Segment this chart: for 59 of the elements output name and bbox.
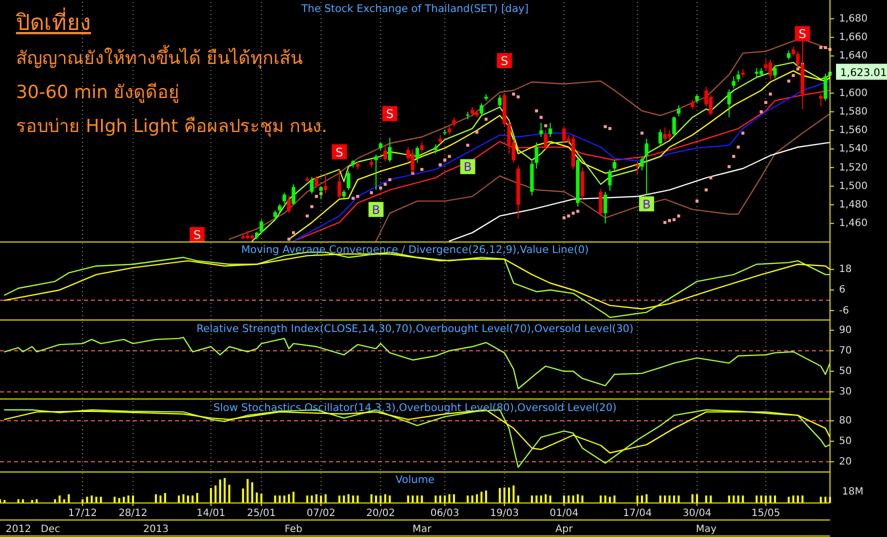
y-tick-label: 6	[839, 284, 846, 296]
x-tick-label: 20/02	[366, 508, 396, 519]
y-tick-label: 1,500	[839, 180, 868, 192]
x-tick-label: 17/04	[622, 508, 652, 519]
annotation: ปิดเที่ยง	[15, 7, 91, 36]
y-tick-label: 18	[839, 264, 852, 276]
x-tick-label: 06/03	[430, 508, 460, 519]
text: 18M	[842, 486, 864, 498]
y-tick-label: 90	[839, 324, 852, 336]
y-tick-label: 1,580	[839, 106, 868, 118]
annotation: สัญญาณยังให้ทางขึ้นได้ ยืนได้ทุกเส้น	[16, 45, 303, 69]
chart-title: Relative Strength Index(CLOSE,14,30,70),Overbought Level(70),Oversold Level(30)	[196, 323, 634, 335]
y-tick-label: 1,680	[839, 13, 868, 24]
data-label: B	[642, 197, 651, 212]
annotation: 1,623.01	[840, 66, 887, 79]
x2-tick-label: 2012	[6, 524, 32, 535]
chart-title: The Stock Exchange of Thailand(SET) [day]	[300, 3, 529, 15]
y-tick-label: 80	[839, 416, 852, 427]
x2-tick-label: Dec	[40, 524, 60, 535]
data-label: S	[336, 145, 344, 160]
y-tick-label: 30	[839, 386, 852, 398]
y-tick-label: 1,540	[839, 144, 868, 155]
chart-title: Volume	[395, 474, 435, 486]
x-tick-label: 15/05	[751, 508, 780, 519]
y-tick-label: 1,480	[839, 200, 868, 211]
x-tick-label: 07/02	[306, 508, 336, 519]
y-tick-label: -6	[839, 305, 849, 316]
x2-tick-label: Mar	[412, 524, 432, 535]
x-tick-label: 14/01	[196, 508, 226, 519]
x2-tick-label: Feb	[284, 524, 302, 535]
y-tick-label: 70	[839, 345, 852, 356]
y-tick-label: 50	[839, 366, 852, 378]
annotation: 30-60 min ยังดูดีอยู่	[16, 82, 180, 103]
data-label: S	[386, 107, 394, 122]
x2-tick-label: May	[696, 524, 717, 535]
x-tick-label: 17/12	[68, 508, 97, 519]
chart-title: Slow Stochastics Oscillator(14,3,3),Overbought Level(80),Oversold Level(20)	[213, 402, 617, 414]
y-tick-label: 20	[839, 456, 852, 468]
y-tick-label: 1,640	[839, 50, 868, 62]
data-label: S	[193, 228, 201, 242]
data-label: S	[798, 27, 806, 42]
x-tick-label: 25/01	[246, 508, 276, 519]
x-tick-label: 28/12	[118, 508, 148, 519]
y-tick-label: 1,460	[839, 218, 868, 230]
x-tick-label: 01/04	[550, 508, 578, 519]
y-tick-label: 1,560	[839, 125, 868, 136]
annotation: รอบบ่าย HIgh Light คือผลประชุม กนง.	[16, 116, 328, 137]
chart-title: Moving Average Convergence / Divergence(26,12,9),Value Line(0)	[241, 244, 589, 256]
data-label: B	[464, 160, 472, 174]
x-tick-label: 19/03	[490, 508, 519, 519]
y-tick-label: 1,520	[839, 162, 868, 174]
x-tick-label: 30/04	[682, 508, 712, 519]
y-tick-label: 1,600	[839, 88, 868, 99]
x2-tick-label: Apr	[555, 524, 574, 535]
y-tick-label: 1,660	[839, 32, 868, 44]
data-label: B	[372, 202, 380, 217]
x2-tick-label: 2013	[143, 524, 169, 535]
y-tick-label: 50	[839, 436, 852, 448]
data-label: S	[500, 54, 508, 68]
